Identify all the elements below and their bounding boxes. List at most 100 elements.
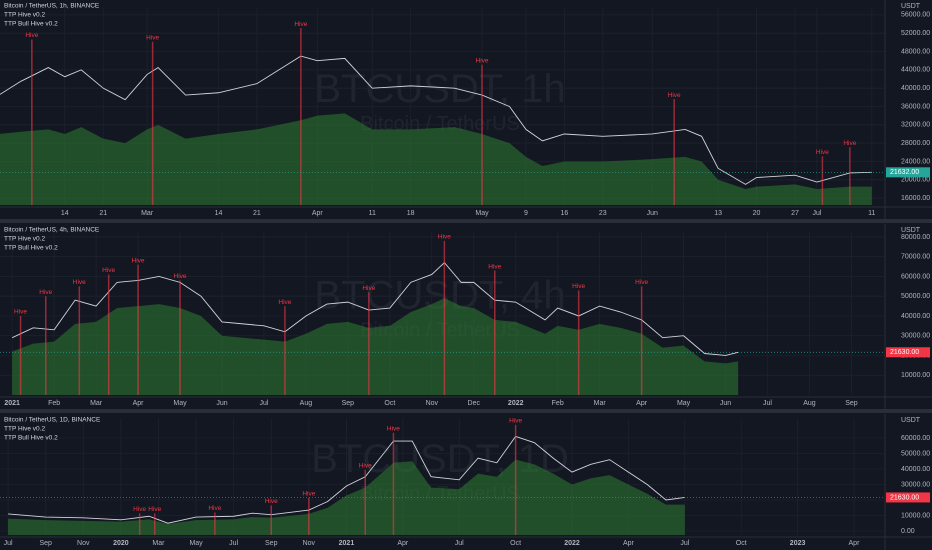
chart-panel: BTCUSDT, 4hBitcoin / TetherUS10000.00200…	[0, 224, 932, 409]
x-tick-label: 13	[714, 210, 722, 217]
last-price-tag	[886, 167, 930, 178]
x-tick-label: 27	[791, 210, 799, 217]
y-tick-label: 28000.00	[901, 140, 930, 147]
x-tick-label: Mar	[90, 400, 103, 407]
hive-label: Hive	[265, 498, 278, 505]
y-tick-label: 0.00	[901, 528, 915, 535]
indicator-name: TTP Hive v0.2	[4, 12, 45, 19]
hive-label: Hive	[132, 257, 145, 264]
chart-panel: BTCUSDT, 1DBitcoin / TetherUS0.0010000.0…	[0, 414, 932, 550]
y-tick-label: 52000.00	[901, 30, 930, 37]
y-tick-label: 10000.00	[901, 512, 930, 519]
x-tick-label: 2021	[339, 540, 355, 547]
watermark-symbol: BTCUSDT, 1h	[314, 67, 565, 111]
hive-label: Hive	[668, 92, 681, 99]
hive-label: Hive	[146, 34, 159, 41]
x-tick-label: 11	[369, 210, 376, 217]
x-tick-label: 20	[753, 210, 761, 217]
hive-label: Hive	[488, 263, 501, 270]
x-tick-label: Jul	[763, 400, 772, 407]
y-tick-label: 40000.00	[901, 313, 930, 320]
x-tick-label: 21	[99, 210, 107, 217]
hive-label: Hive	[14, 309, 27, 316]
x-tick-label: 2021	[4, 400, 20, 407]
x-tick-label: 14	[61, 210, 69, 217]
x-tick-label: 2022	[508, 400, 524, 407]
x-tick-label: Dec	[468, 400, 481, 407]
last-price-tag	[886, 492, 930, 503]
x-tick-label: Nov	[77, 540, 90, 547]
hive-label: Hive	[208, 505, 221, 512]
hive-label: Hive	[73, 279, 86, 286]
x-tick-label: May	[189, 540, 203, 547]
x-tick-label: Jul	[4, 540, 13, 547]
x-tick-label: Sep	[265, 540, 278, 547]
x-tick-label: 9	[524, 210, 528, 217]
indicator-name: TTP Hive v0.2	[4, 236, 45, 243]
hive-label: Hive	[25, 32, 38, 39]
symbol-title: Bitcoin / TetherUS, 1D, BINANCE	[4, 417, 101, 424]
hive-label: Hive	[39, 289, 52, 296]
x-tick-label: Jul	[259, 400, 268, 407]
x-tick-label: Aug	[300, 400, 313, 407]
x-tick-label: Apr	[312, 210, 324, 217]
x-tick-label: Mar	[152, 540, 165, 547]
x-tick-label: 2022	[564, 540, 580, 547]
hive-label: Hive	[816, 149, 829, 156]
hive-label: Hive	[174, 273, 187, 280]
indicator-name: TTP Bull Hive v0.2	[4, 245, 58, 252]
hive-label: Hive	[635, 279, 648, 286]
hive-label: Hive	[572, 283, 585, 290]
x-tick-label: 16	[560, 210, 568, 217]
last-price-tag	[886, 347, 930, 358]
x-tick-label: Jul	[812, 210, 821, 217]
price-line	[0, 55, 872, 185]
indicator-name: TTP Bull Hive v0.2	[4, 435, 58, 442]
x-tick-label: Jun	[720, 400, 731, 407]
x-tick-label: Aug	[803, 400, 816, 407]
hive-label: Hive	[362, 285, 375, 292]
x-tick-label: 2023	[790, 540, 806, 547]
hive-label: Hive	[278, 299, 291, 306]
y-tick-label: 10000.00	[901, 372, 930, 379]
x-tick-label: 23	[599, 210, 607, 217]
x-tick-label: Mar	[141, 210, 154, 217]
hive-label: Hive	[438, 234, 451, 241]
x-tick-label: 11	[868, 210, 875, 217]
x-tick-label: May	[173, 400, 187, 407]
axis-unit: USDT	[901, 227, 921, 234]
y-tick-label: 50000.00	[901, 450, 930, 457]
hive-label: Hive	[476, 57, 489, 64]
y-tick-label: 32000.00	[901, 122, 930, 129]
y-tick-label: 16000.00	[901, 195, 930, 202]
price-line	[8, 435, 685, 524]
symbol-title: Bitcoin / TetherUS, 1h, BINANCE	[4, 3, 100, 10]
symbol-title: Bitcoin / TetherUS, 4h, BINANCE	[4, 227, 100, 234]
x-tick-label: May	[475, 210, 489, 217]
x-tick-label: Jun	[647, 210, 658, 217]
x-tick-label: Oct	[736, 540, 747, 547]
panel-separator	[0, 219, 932, 223]
y-tick-label: 30000.00	[901, 333, 930, 340]
x-tick-label: Jul	[455, 540, 464, 547]
x-tick-label: Oct	[384, 400, 395, 407]
x-tick-label: Sep	[845, 400, 858, 407]
hive-label: Hive	[509, 418, 522, 425]
indicator-area	[12, 298, 739, 395]
x-tick-label: May	[677, 400, 691, 407]
y-tick-label: 56000.00	[901, 12, 930, 19]
x-tick-label: 18	[407, 210, 415, 217]
y-tick-label: 40000.00	[901, 85, 930, 92]
watermark-name: Bitcoin / TetherUS	[360, 113, 520, 135]
y-tick-label: 60000.00	[901, 273, 930, 280]
hive-label: Hive	[294, 21, 307, 28]
x-tick-label: Feb	[48, 400, 60, 407]
hive-label: Hive	[102, 267, 115, 274]
last-price-label: 21632.00	[890, 169, 919, 176]
y-tick-label: 36000.00	[901, 103, 930, 110]
hive-label: Hive	[302, 490, 315, 497]
y-tick-label: 48000.00	[901, 48, 930, 55]
x-tick-label: Apr	[849, 540, 861, 547]
